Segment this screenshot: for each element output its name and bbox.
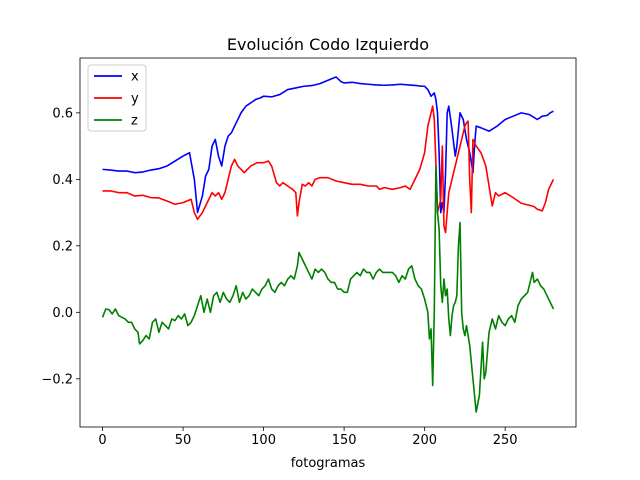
x-tick-label: 50 [175,433,192,448]
x-tick-label: 150 [332,433,357,448]
x-axis-label: fotogramas [291,456,366,471]
chart-title: Evolución Codo Izquierdo [227,35,429,54]
series-line-z [101,165,555,413]
plot-frame [79,57,577,428]
legend-label-y: y [131,92,139,107]
y-tick-label: 0.6 [52,106,73,121]
series-layer [101,76,555,413]
x-tick-label: 200 [412,433,437,448]
x-axis: 0 50 100 150 200 250 [98,427,518,448]
x-tick-label: 250 [493,433,518,448]
legend: xyz [87,64,147,132]
x-tick-label: 100 [251,433,276,448]
legend-label-x: x [131,70,139,85]
y-tick-label: 0.2 [52,239,73,254]
y-tick-label: −0.2 [41,372,73,387]
y-tick-label: 0.4 [52,173,73,188]
legend-label-z: z [131,114,138,129]
series-line-y [102,105,555,234]
y-axis: −0.2 0.0 0.2 0.4 0.6 [41,106,80,387]
y-tick-label: 0.0 [52,306,73,321]
x-tick-label: 0 [98,433,106,448]
